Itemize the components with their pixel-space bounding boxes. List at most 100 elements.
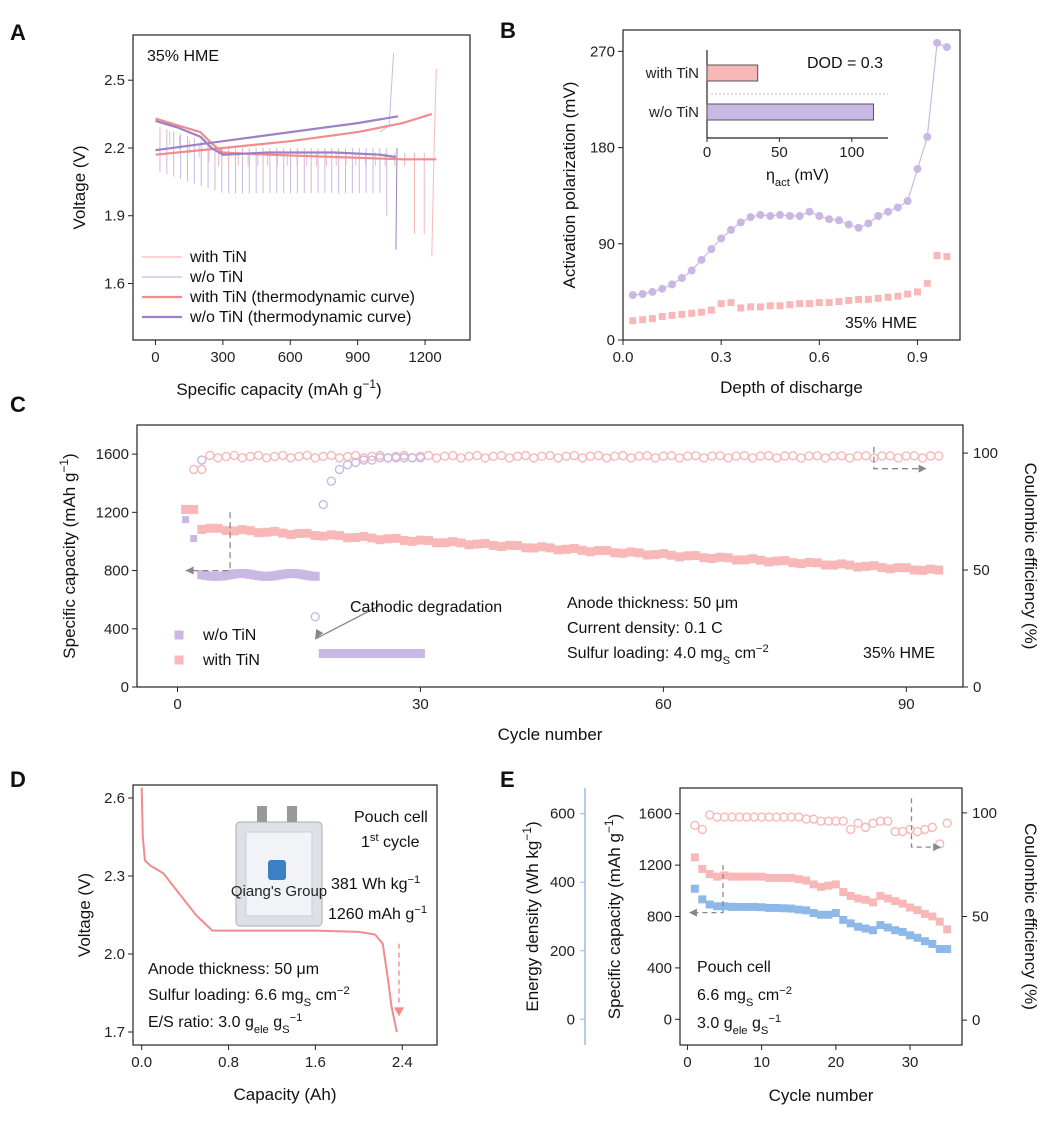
text-part: E/S ratio: 3.0 g bbox=[148, 1014, 254, 1031]
e-energy-point bbox=[794, 905, 803, 914]
text-part: 0 bbox=[664, 1011, 672, 1028]
c-with-tin-ce bbox=[188, 464, 199, 475]
text-part: cm bbox=[730, 645, 756, 662]
d-x-tick: 2.4 bbox=[392, 1054, 413, 1071]
c-with-tin-capacity bbox=[691, 551, 701, 561]
e-y-tick: 0 bbox=[664, 1011, 672, 1028]
text-part: 30 bbox=[902, 1054, 919, 1071]
e-energy-point bbox=[713, 902, 722, 911]
e-ce-point bbox=[853, 818, 863, 828]
c-with-tin-ce bbox=[472, 450, 482, 461]
text-part: ) bbox=[605, 814, 624, 820]
e-x-tick: 10 bbox=[753, 1054, 770, 1071]
c-with-tin-capacity bbox=[885, 564, 895, 574]
b-with-tin-point bbox=[855, 295, 863, 303]
e-energy-point bbox=[906, 931, 915, 940]
c-with-tin-ce bbox=[885, 451, 895, 461]
b-with-tin-point bbox=[923, 279, 931, 287]
c-with-tin-capacity bbox=[553, 545, 563, 555]
c-with-tin-capacity bbox=[650, 550, 660, 560]
text-part: 0.9 bbox=[907, 349, 928, 366]
b-with-tin-point bbox=[845, 296, 853, 304]
b-with-tin-point bbox=[894, 292, 902, 300]
c-with-tin-capacity bbox=[237, 525, 247, 535]
b-with-tin-point bbox=[747, 303, 755, 311]
text-part: 1200 bbox=[639, 857, 672, 874]
c-with-tin-ce bbox=[934, 451, 944, 461]
text-part: −1 bbox=[290, 1012, 303, 1024]
b-wo-tin-point bbox=[864, 219, 873, 228]
c-with-tin-ce bbox=[674, 453, 685, 463]
c-with-tin-capacity bbox=[610, 548, 620, 558]
text-part: 35% HME bbox=[845, 315, 917, 332]
e-energy-point bbox=[854, 922, 863, 931]
c-with-tin-ce bbox=[302, 450, 312, 461]
text-part: Current density: 0.1 C bbox=[567, 620, 723, 637]
e-capacity-point bbox=[906, 903, 915, 912]
c-with-tin-capacity bbox=[440, 538, 450, 548]
b-wo-tin-point bbox=[933, 38, 942, 47]
c-with-tin-capacity bbox=[521, 543, 531, 553]
e-ce-point bbox=[942, 818, 952, 828]
text-part: 600 bbox=[550, 806, 575, 823]
text-part: S bbox=[723, 655, 730, 667]
e-energy-point bbox=[920, 937, 929, 946]
b-with-tin-point bbox=[707, 306, 715, 314]
text-part: 800 bbox=[104, 563, 129, 580]
a-legend-entry: w/o TiN (thermodynamic curve) bbox=[189, 309, 411, 326]
c-arrowhead-right bbox=[918, 464, 927, 473]
text-part: 600 bbox=[278, 349, 303, 366]
text-part: −1 bbox=[602, 819, 616, 833]
c-legend-tin: with TiN bbox=[202, 652, 260, 669]
text-part: S bbox=[761, 1025, 768, 1037]
text-part: 1600 bbox=[96, 446, 129, 463]
b-wo-tin-point bbox=[805, 207, 814, 216]
b-with-tin-point bbox=[825, 299, 833, 307]
a-legend-entry: w/o TiN bbox=[189, 269, 243, 286]
e-energy-point bbox=[772, 903, 781, 912]
c-hme-label: 35% HME bbox=[863, 645, 935, 662]
text-part: 0 bbox=[607, 332, 615, 349]
e-capacity-point bbox=[735, 872, 744, 881]
b-wo-tin-point bbox=[795, 212, 804, 220]
c-with-tin-ce bbox=[529, 453, 539, 463]
e-x-tick: 20 bbox=[827, 1054, 844, 1071]
e-y-tick: 1600 bbox=[639, 806, 672, 823]
text-part: 0 bbox=[567, 1011, 575, 1028]
b-wo-tin-point bbox=[766, 212, 775, 220]
b-with-tin-point bbox=[864, 295, 872, 303]
c-with-tin-capacity bbox=[804, 557, 814, 567]
text-part: Coulombic efficiency (%) bbox=[1021, 463, 1040, 650]
text-part: 2.5 bbox=[104, 72, 125, 89]
b-with-tin-point bbox=[913, 288, 921, 296]
c-with-tin-ce bbox=[537, 451, 547, 461]
text-part: 100 bbox=[972, 805, 997, 822]
text-part: Specific capacity (mAh g bbox=[60, 473, 79, 659]
e-capacity-point bbox=[920, 909, 929, 918]
text-part: Voltage (V) bbox=[70, 145, 89, 229]
text-part: Specific capacity (mAh g bbox=[176, 380, 362, 399]
e-energy-point bbox=[883, 923, 892, 932]
c-with-tin-ce bbox=[853, 451, 863, 461]
text-part: 2.6 bbox=[104, 790, 125, 807]
a-title: 35% HME bbox=[147, 48, 219, 65]
e-y2-axis-label: Coulombic efficiency (%) bbox=[1021, 823, 1040, 1010]
inset-x-tick-label: 50 bbox=[771, 144, 788, 161]
e-energy-point bbox=[943, 945, 952, 954]
a-y-tick: 2.2 bbox=[104, 140, 125, 157]
inset-category-label: with TiN bbox=[645, 65, 699, 82]
b-wo-tin-point bbox=[746, 213, 755, 222]
e-energy-point bbox=[831, 909, 840, 918]
panel-label-a: A bbox=[10, 20, 26, 45]
c-wo-tin-ce bbox=[310, 612, 320, 622]
c-wo-tin-capacity bbox=[310, 571, 320, 581]
c-with-tin-ce bbox=[585, 451, 596, 461]
e-capacity-point bbox=[854, 894, 863, 903]
e-ce-point bbox=[845, 824, 856, 835]
b-wo-tin-point bbox=[815, 212, 824, 220]
c-with-tin-ce bbox=[229, 450, 239, 461]
a-x-tick: 600 bbox=[278, 349, 303, 366]
text-part: 50 bbox=[973, 562, 990, 579]
e-y-tick: 800 bbox=[647, 909, 672, 926]
